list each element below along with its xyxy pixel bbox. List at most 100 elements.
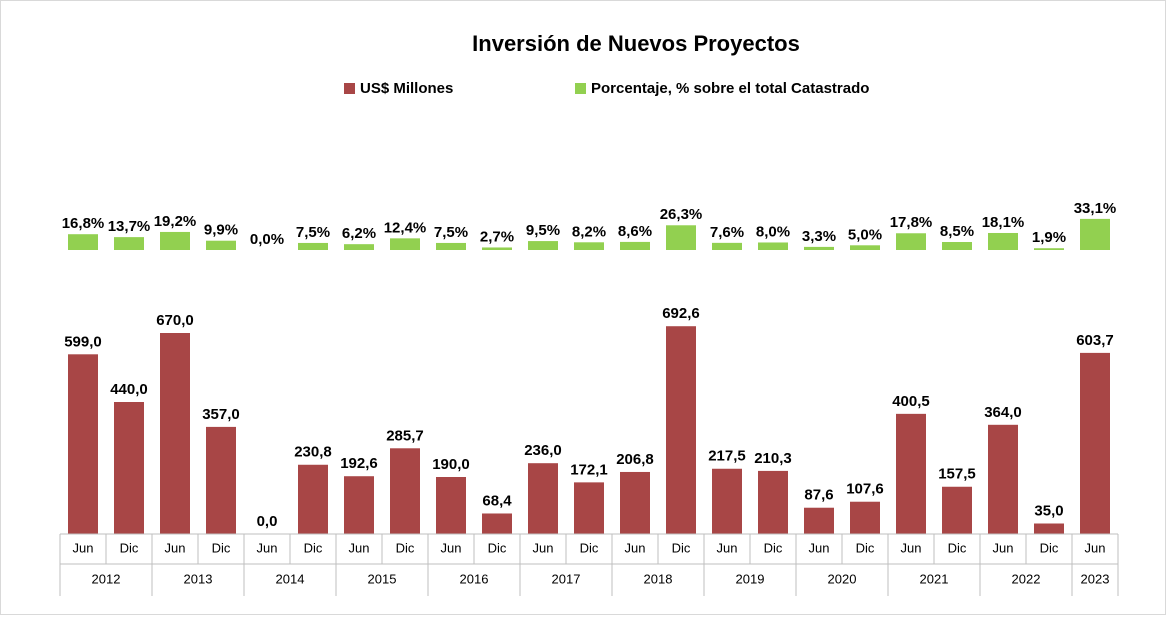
legend-swatch (575, 83, 586, 94)
data-label: 206,8 (616, 451, 654, 468)
investment-bar (1034, 523, 1064, 534)
x-tick-label: Dic (488, 540, 507, 555)
investment-bar (666, 326, 696, 534)
percentage-bar (942, 242, 972, 250)
x-tick-label: Jun (625, 540, 646, 555)
investment-bar (1080, 352, 1110, 534)
data-label: 6,2% (342, 225, 376, 242)
data-label: 172,1 (570, 461, 608, 478)
investment-bar (896, 413, 926, 534)
x-tick-label: Jun (533, 540, 554, 555)
data-label: 157,5 (938, 466, 976, 483)
x-tick-label: Dic (948, 540, 967, 555)
group-label: 2013 (184, 571, 213, 586)
group-label: 2014 (276, 571, 305, 586)
x-tick-label: Dic (212, 540, 231, 555)
x-tick-label: Jun (1085, 540, 1106, 555)
data-label: 5,0% (848, 226, 882, 243)
data-label: 357,0 (202, 406, 240, 423)
x-tick-label: Dic (580, 540, 599, 555)
data-label: 0,0% (250, 231, 284, 248)
data-label: 192,6 (340, 455, 378, 472)
investment-bar (850, 501, 880, 534)
data-label: 8,6% (618, 223, 652, 240)
group-label: 2019 (736, 571, 765, 586)
legend-swatch (344, 83, 355, 94)
percentage-bar (988, 232, 1018, 250)
percentage-bar (160, 231, 190, 250)
data-label: 33,1% (1074, 200, 1117, 217)
investment-bar (712, 468, 742, 534)
data-label: 364,0 (984, 404, 1022, 421)
group-label: 2023 (1081, 571, 1110, 586)
x-tick-label: Jun (349, 540, 370, 555)
percentage-bar (436, 242, 466, 250)
x-tick-label: Jun (901, 540, 922, 555)
investment-bar (528, 463, 558, 534)
group-label: 2016 (460, 571, 489, 586)
data-label: 1,9% (1032, 229, 1066, 246)
percentage-bar (482, 247, 512, 250)
percentage-bar (68, 234, 98, 250)
percentage-bar (666, 225, 696, 250)
data-label: 599,0 (64, 333, 102, 350)
x-tick-label: Jun (165, 540, 186, 555)
investment-bar (160, 333, 190, 534)
percentage-bar (896, 233, 926, 250)
data-label: 285,7 (386, 427, 424, 444)
group-label: 2021 (920, 571, 949, 586)
x-tick-label: Dic (304, 540, 323, 555)
percentage-bar (114, 237, 144, 250)
data-label: 7,5% (296, 224, 330, 241)
investment-bar (298, 464, 328, 534)
x-tick-label: Jun (73, 540, 94, 555)
data-label: 692,6 (662, 305, 700, 322)
data-label: 12,4% (384, 219, 427, 236)
data-label: 8,5% (940, 223, 974, 240)
data-label: 26,3% (660, 206, 703, 223)
data-label: 16,8% (62, 215, 105, 232)
data-label: 107,6 (846, 481, 884, 498)
data-label: 7,6% (710, 224, 744, 241)
data-label: 2,7% (480, 228, 514, 245)
data-label: 8,0% (756, 223, 790, 240)
investment-bar (574, 482, 604, 534)
data-label: 3,3% (802, 228, 836, 245)
percentage-bar (528, 241, 558, 250)
investment-bar (114, 402, 144, 534)
group-label: 2017 (552, 571, 581, 586)
data-label: 35,0 (1034, 502, 1063, 519)
data-label: 400,5 (892, 393, 930, 410)
x-tick-label: Jun (257, 540, 278, 555)
data-label: 230,8 (294, 444, 332, 461)
data-label: 68,4 (482, 492, 512, 509)
x-tick-label: Dic (856, 540, 875, 555)
x-tick-label: Dic (764, 540, 783, 555)
percentage-bar (712, 242, 742, 250)
data-label: 0,0 (257, 513, 278, 530)
data-label: 18,1% (982, 214, 1025, 231)
investment-bar (620, 471, 650, 534)
group-label: 2022 (1012, 571, 1041, 586)
x-tick-label: Jun (441, 540, 462, 555)
percentage-bar (390, 238, 420, 250)
data-label: 190,0 (432, 456, 470, 473)
investment-bar (482, 513, 512, 534)
data-label: 9,9% (204, 222, 238, 239)
legend-label: US$ Millones (360, 80, 453, 97)
chart-title: Inversión de Nuevos Proyectos (472, 31, 800, 56)
percentage-bar (1080, 218, 1110, 250)
percentage-bar (298, 242, 328, 250)
data-label: 217,5 (708, 448, 746, 465)
percentage-bar (574, 242, 604, 250)
data-label: 440,0 (110, 381, 148, 398)
investment-bar (344, 476, 374, 534)
x-tick-label: Jun (809, 540, 830, 555)
percentage-bar (1034, 248, 1064, 250)
investment-bar (436, 477, 466, 534)
percentage-bar (206, 240, 236, 250)
x-tick-label: Dic (1040, 540, 1059, 555)
percentage-bar (758, 242, 788, 250)
investment-bar (68, 354, 98, 534)
